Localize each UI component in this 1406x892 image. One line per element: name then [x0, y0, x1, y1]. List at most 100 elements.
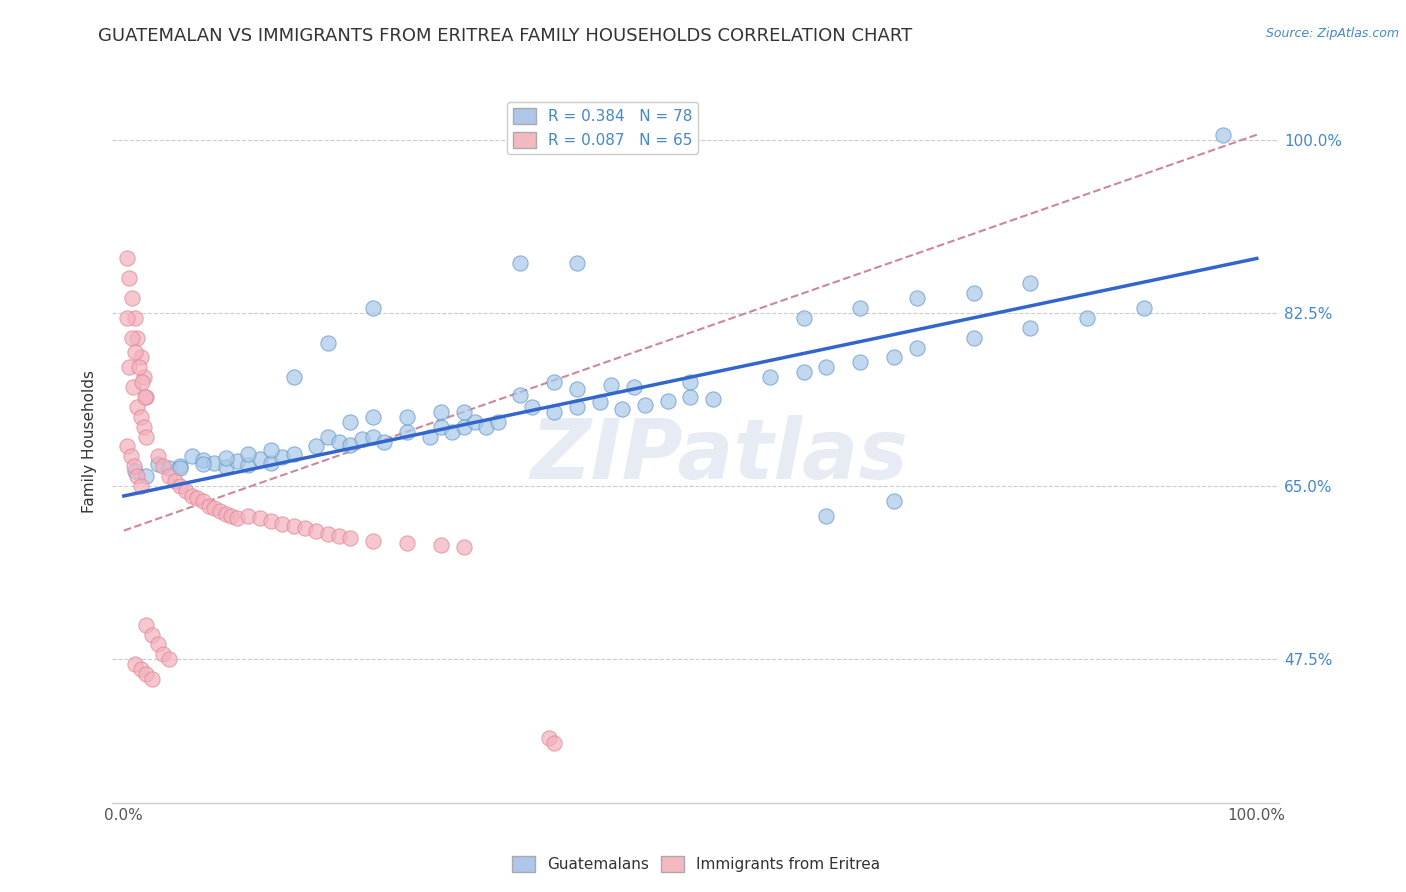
Point — [361, 301, 384, 315]
Point — [328, 528, 350, 542]
Point — [396, 409, 419, 424]
Text: GUATEMALAN VS IMMIGRANTS FROM ERITREA FAMILY HOUSEHOLDS CORRELATION CHART: GUATEMALAN VS IMMIGRANTS FROM ERITREA FA… — [98, 27, 912, 45]
Point — [328, 434, 350, 449]
Point — [565, 256, 588, 270]
Point — [197, 499, 219, 513]
Point — [396, 425, 419, 439]
Point — [612, 401, 634, 416]
Point — [238, 447, 260, 461]
Point — [294, 521, 316, 535]
Point — [453, 541, 475, 555]
Point — [475, 419, 498, 434]
Point — [135, 469, 157, 483]
Point — [361, 409, 384, 424]
Point — [128, 360, 150, 375]
Point — [131, 375, 153, 389]
Point — [905, 341, 928, 355]
Point — [204, 456, 226, 470]
Point — [127, 400, 149, 414]
Point — [509, 388, 531, 402]
Point — [249, 510, 271, 524]
Point — [127, 330, 149, 344]
Point — [129, 409, 152, 424]
Point — [1019, 276, 1042, 290]
Point — [169, 479, 191, 493]
Point — [121, 330, 143, 344]
Point — [509, 256, 531, 270]
Point — [152, 648, 174, 662]
Point — [157, 469, 180, 483]
Point — [373, 434, 395, 449]
Point — [191, 458, 214, 472]
Point — [124, 345, 146, 359]
Point — [453, 405, 475, 419]
Point — [134, 370, 156, 384]
Point — [430, 405, 453, 419]
Point — [430, 419, 453, 434]
Point — [679, 390, 702, 404]
Point — [226, 510, 249, 524]
Point — [623, 380, 645, 394]
Point — [249, 452, 271, 467]
Point — [657, 394, 679, 409]
Point — [316, 335, 339, 350]
Point — [464, 415, 486, 429]
Text: ZIPatlas: ZIPatlas — [530, 416, 908, 497]
Point — [174, 483, 197, 498]
Point — [543, 405, 565, 419]
Point — [350, 432, 373, 446]
Point — [271, 450, 294, 465]
Point — [238, 508, 260, 523]
Point — [120, 450, 142, 464]
Legend: Guatemalans, Immigrants from Eritrea: Guatemalans, Immigrants from Eritrea — [506, 850, 886, 879]
Point — [283, 370, 305, 384]
Point — [589, 395, 612, 409]
Point — [339, 531, 361, 545]
Point — [204, 500, 226, 515]
Point — [129, 351, 152, 365]
Point — [221, 508, 243, 523]
Point — [157, 652, 180, 666]
Point — [180, 450, 202, 464]
Point — [339, 437, 361, 451]
Point — [793, 365, 815, 379]
Point — [141, 672, 163, 686]
Point — [141, 627, 163, 641]
Point — [124, 310, 146, 325]
Point — [134, 419, 156, 434]
Point — [419, 429, 441, 443]
Point — [146, 637, 169, 651]
Point — [361, 533, 384, 548]
Point — [441, 425, 464, 439]
Point — [600, 378, 623, 392]
Point — [793, 310, 815, 325]
Point — [122, 459, 145, 474]
Point — [396, 536, 419, 550]
Point — [215, 460, 238, 475]
Point — [815, 508, 838, 523]
Point — [453, 419, 475, 434]
Point — [565, 382, 588, 396]
Point — [565, 400, 588, 414]
Point — [129, 662, 152, 676]
Point — [129, 479, 152, 493]
Point — [127, 469, 149, 483]
Point — [191, 494, 214, 508]
Point — [215, 451, 238, 466]
Point — [135, 429, 157, 443]
Point — [118, 360, 141, 375]
Point — [124, 657, 146, 672]
Text: Source: ZipAtlas.com: Source: ZipAtlas.com — [1265, 27, 1399, 40]
Point — [543, 736, 565, 750]
Point — [702, 392, 724, 406]
Point — [135, 667, 157, 681]
Point — [520, 400, 543, 414]
Point — [537, 731, 560, 746]
Point — [361, 429, 384, 443]
Point — [115, 252, 138, 266]
Point — [238, 458, 260, 473]
Point — [339, 415, 361, 429]
Point — [883, 351, 905, 365]
Point — [135, 390, 157, 404]
Point — [758, 370, 780, 384]
